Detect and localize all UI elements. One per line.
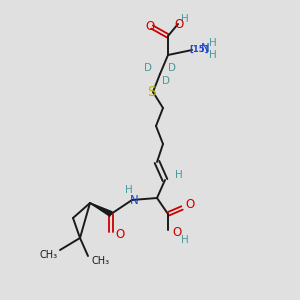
Text: H: H (181, 14, 189, 24)
Text: D: D (168, 63, 176, 73)
Text: H: H (209, 38, 217, 48)
Text: CH₃: CH₃ (40, 250, 58, 260)
Text: O: O (115, 227, 124, 241)
Text: H: H (125, 185, 133, 195)
Polygon shape (90, 203, 112, 216)
Text: H: H (209, 50, 217, 60)
Text: O: O (146, 20, 154, 32)
Text: N: N (201, 43, 209, 56)
Text: CH₃: CH₃ (91, 256, 109, 266)
Text: D: D (144, 63, 152, 73)
Text: H: H (181, 235, 189, 245)
Text: D: D (162, 76, 170, 86)
Text: H: H (175, 170, 183, 180)
Text: S: S (148, 85, 156, 99)
Text: O: O (174, 19, 184, 32)
Text: [15]: [15] (189, 44, 208, 53)
Text: N: N (130, 194, 138, 208)
Text: O: O (185, 197, 194, 211)
Text: O: O (172, 226, 181, 238)
